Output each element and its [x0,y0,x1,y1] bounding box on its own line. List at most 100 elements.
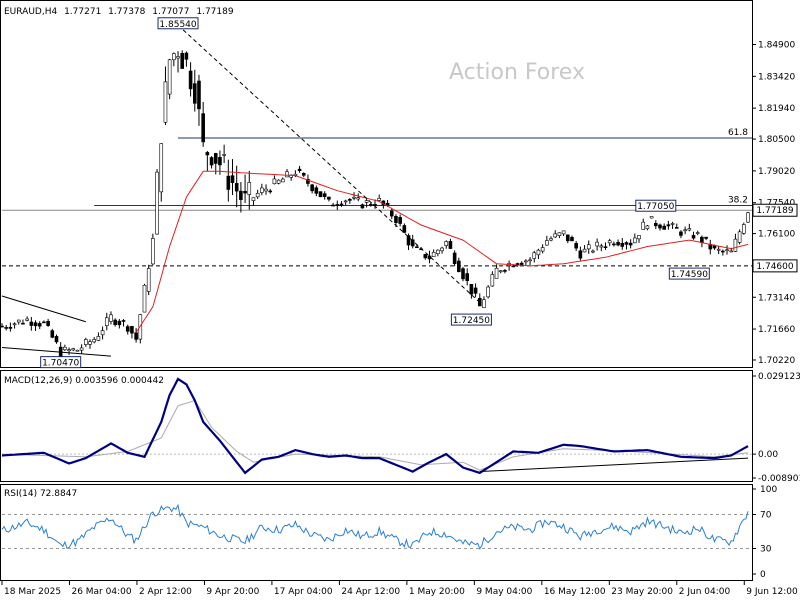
candle-body [494,267,499,279]
candle [343,199,348,206]
rsi-tick-label: 100 [760,485,777,495]
candle-body [503,270,507,272]
candle-body [725,249,729,252]
candle [586,240,591,254]
candle-body [356,197,361,200]
candle-body [184,52,189,60]
candle-body [641,221,646,230]
rsi-tick-label: 70 [760,511,772,521]
candle-body [4,327,8,329]
candle [423,254,428,260]
candle-body [607,240,612,244]
price-axis: 1.84900 1.83420 1.81940 1.80500 1.79020 1.775… [752,41,798,366]
candle-body [431,251,436,257]
candle [356,193,361,202]
candle-body [29,321,34,326]
candle-body [721,250,725,253]
candle-body [247,182,252,195]
candle-body [280,178,285,183]
price-tick-label: 1.83420 [758,72,795,82]
rsi-line [1,503,749,550]
candle [528,257,532,265]
price-annotation: 1.72450 [450,313,492,326]
candle [674,223,679,229]
candle [176,51,180,73]
candle-body [574,243,578,249]
candle-body [46,320,50,326]
candle-body [50,330,55,338]
candle [113,318,117,327]
candle-body [134,332,138,340]
candle [335,200,340,210]
candle-body [364,200,369,203]
candle-body [192,83,197,104]
macd-tick-label: 0.029123 [758,372,800,382]
candle [524,259,528,266]
candle [322,191,327,200]
candle-body [322,193,327,197]
candle [301,172,306,178]
candle [29,316,34,331]
candle-body [410,239,415,247]
price-tick-label: 1.70220 [758,356,795,366]
candle-body [473,287,478,294]
candle [243,174,247,204]
candle-body [142,284,147,313]
candle [16,319,21,325]
candle [595,238,599,251]
candle-body [561,230,566,235]
candle [222,144,226,164]
candle [100,326,105,340]
candle [377,194,381,202]
candle-body [100,330,105,336]
last-price-tag-box [752,203,798,217]
time-tick-label: 9 Jun 12:00 [746,587,798,597]
candle [620,238,625,250]
candle-body [595,241,599,247]
price-tick-label: 1.73140 [758,293,795,303]
time-tick-label: 2 Jun 04:00 [679,587,731,597]
candle [42,320,46,324]
candle [339,201,344,207]
candle [469,284,474,299]
candle [444,240,449,249]
annotation-box [635,199,677,212]
time-tick-label: 23 May 20:00 [611,587,673,597]
candle-body [452,252,457,265]
candle [704,236,708,241]
candle-body [586,244,591,250]
price-tick-label: 1.81940 [758,104,795,114]
candle-body [167,59,172,95]
candle-body [243,191,247,194]
candle [75,349,80,352]
candle-body [394,216,398,223]
candle [603,242,608,250]
candle-body [662,225,666,230]
candle [25,316,29,322]
candle-body [620,242,625,247]
candle-body [79,347,84,351]
candle-body [310,184,314,192]
candle [599,243,604,252]
candle-body [276,179,281,184]
candle [54,334,59,344]
candle [570,235,574,242]
candle-body [54,336,59,343]
candle-body [578,250,583,259]
candle-body [92,339,97,343]
candle-body [398,216,402,224]
fib-label-61-8: 61.8 [728,128,748,138]
candle-body [570,236,574,242]
candle-body [553,233,558,238]
candle-body [557,232,562,236]
candle [389,207,394,220]
time-tick-label: 9 Apr 20:00 [206,587,259,597]
candle-body [268,190,273,193]
candle-body [222,154,226,156]
candle [624,241,629,250]
rsi-tick-label: 0 [760,570,766,580]
candle-body [8,326,13,329]
candle-body [444,241,449,246]
watermark: Action Forex [449,60,585,85]
